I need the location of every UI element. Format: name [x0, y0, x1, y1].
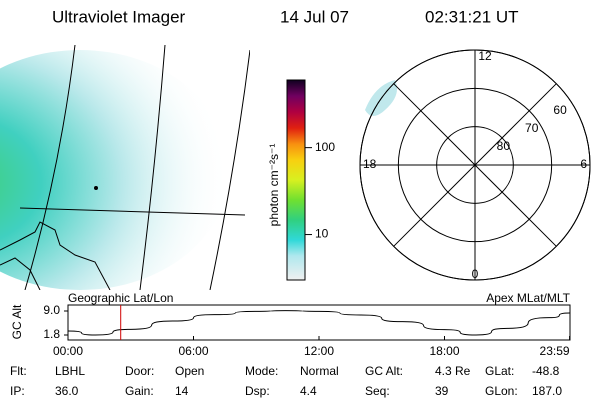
time: 02:31:21 UT: [425, 7, 519, 26]
coastline: [0, 257, 41, 290]
colorbar-tick-label: 100: [315, 140, 335, 154]
x-tick-label: 06:00: [178, 344, 208, 358]
field-label: Seq:: [365, 384, 390, 398]
mlt-label: 12: [478, 49, 492, 63]
field-label: GC Alt:: [365, 364, 403, 378]
lat-label: 80: [497, 139, 511, 153]
field-value: 36.0: [55, 384, 79, 398]
date: 14 Jul 07: [280, 7, 349, 26]
left-label: Geographic Lat/Lon: [68, 291, 173, 305]
x-tick-label: 00:00: [53, 344, 83, 358]
field-value: LBHL: [55, 364, 85, 378]
station: [94, 186, 98, 190]
mlt-label: 18: [363, 157, 377, 171]
field-value: Open: [175, 364, 204, 378]
lat-label: 70: [525, 121, 539, 135]
lat-label: 60: [553, 103, 567, 117]
timeline-frame: [67, 304, 571, 341]
footer: Flt: LBHL Door: Open Mode: Normal GC Alt: 4.3 R…: [10, 364, 562, 398]
mlt-label: 6: [580, 157, 587, 171]
field-label: GLat:: [485, 364, 514, 378]
field-label: Flt:: [10, 364, 27, 378]
field-label: Dsp:: [245, 384, 270, 398]
aurora-image: [0, 50, 230, 290]
colorbar-tick-label: 10: [315, 227, 329, 241]
field-value: 4.3 Re: [435, 364, 471, 378]
field-label: GLon:: [485, 384, 518, 398]
y-label: GC Alt: [10, 304, 24, 339]
radial-line: [393, 83, 557, 247]
colorbar-label: photon cm⁻²s⁻¹: [267, 144, 281, 227]
y-tick-label: 9.0: [43, 303, 60, 317]
geographic-map: [0, 45, 250, 290]
field-value: 14: [175, 384, 189, 398]
field-label: Door:: [125, 364, 154, 378]
colorbar: [286, 79, 306, 281]
field-value: 39: [435, 384, 449, 398]
timeline: Geographic Lat/Lon Apex MLat/MLT GC Alt …: [10, 291, 570, 358]
field-value: Normal: [300, 364, 339, 378]
parallel: [19, 207, 246, 216]
x-tick-label: 12:00: [304, 344, 334, 358]
field-label: Gain:: [125, 384, 154, 398]
x-tick-label: 18:00: [429, 344, 459, 358]
field-label: IP:: [10, 384, 25, 398]
title: Ultraviolet Imager: [52, 7, 186, 26]
meridian: [139, 45, 166, 290]
field-value: 4.4: [300, 384, 317, 398]
right-label: Apex MLat/MLT: [486, 291, 570, 305]
field-value: 187.0: [532, 384, 562, 398]
meridian: [209, 49, 250, 290]
field-value: -48.8: [532, 364, 560, 378]
coastline: [0, 221, 111, 290]
meridian: [24, 45, 76, 290]
mlt-label: 0: [472, 267, 479, 281]
altitude-line: [67, 310, 570, 336]
y-tick-label: 1.8: [43, 327, 60, 341]
field-label: Mode:: [245, 364, 278, 378]
x-tick-label: 23:59: [540, 344, 570, 358]
